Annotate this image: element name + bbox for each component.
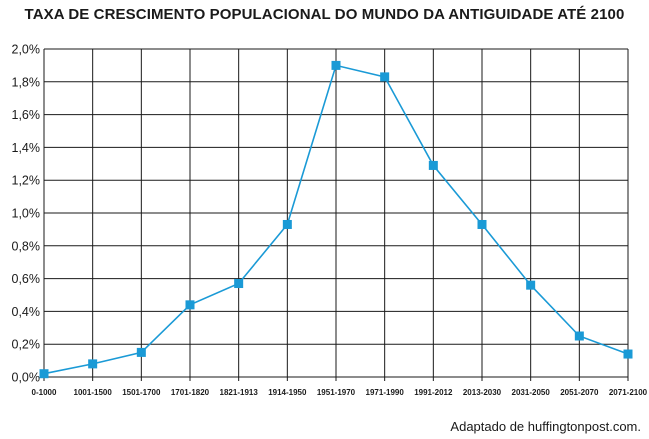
data-point <box>88 359 98 369</box>
data-point <box>331 60 341 70</box>
data-point <box>136 347 146 357</box>
x-tick-label: 1821-1913 <box>220 388 259 397</box>
y-tick-label: 2,0% <box>12 43 41 57</box>
data-point <box>574 331 584 341</box>
data-point <box>623 349 633 359</box>
y-tick-label: 0,6% <box>12 272 41 286</box>
source-note: Adaptado de huffingtonpost.com. <box>450 419 641 434</box>
data-point <box>185 300 195 310</box>
y-tick-label: 0,0% <box>12 371 41 385</box>
x-tick-label: 1914-1950 <box>268 388 307 397</box>
y-tick-label: 1,4% <box>12 141 41 155</box>
data-point <box>234 279 244 289</box>
x-tick-label: 2013-2030 <box>463 388 502 397</box>
x-tick-label: 1001-1500 <box>74 388 113 397</box>
chart-title: TAXA DE CRESCIMENTO POPULACIONAL DO MUND… <box>24 6 625 23</box>
y-tick-label: 0,8% <box>12 239 41 253</box>
x-tick-label: 1991-2012 <box>414 388 453 397</box>
x-tick-label: 0-1000 <box>32 388 57 397</box>
y-tick-label: 1,2% <box>12 174 41 188</box>
x-tick-label: 1951-1970 <box>317 388 356 397</box>
y-tick-label: 1,0% <box>12 207 41 221</box>
x-tick-label: 2051-2070 <box>560 388 599 397</box>
x-tick-label: 2031-2050 <box>512 388 551 397</box>
x-tick-label: 1971-1990 <box>366 388 405 397</box>
data-point <box>39 369 49 379</box>
y-tick-label: 1,6% <box>12 108 41 122</box>
x-tick-label: 1701-1820 <box>171 388 210 397</box>
data-point <box>477 219 487 229</box>
x-tick-label: 1501-1700 <box>122 388 161 397</box>
data-point <box>428 160 438 170</box>
data-point <box>282 219 292 229</box>
y-tick-label: 0,4% <box>12 305 41 319</box>
y-tick-label: 1,8% <box>12 75 41 89</box>
data-point <box>526 280 536 290</box>
y-tick-label: 0,2% <box>12 338 41 352</box>
data-point <box>380 72 390 82</box>
x-tick-label: 2071-2100 <box>609 388 648 397</box>
